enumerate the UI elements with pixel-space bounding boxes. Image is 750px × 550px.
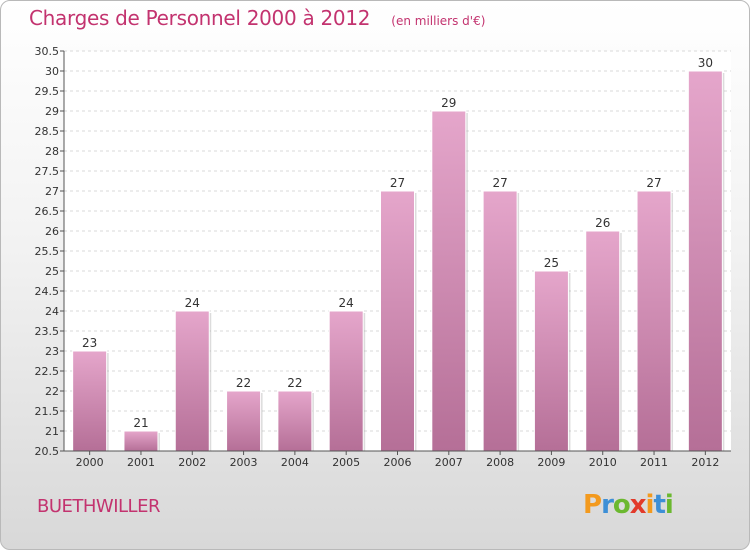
bar <box>226 390 262 452</box>
x-tick-label: 2003 <box>230 456 258 469</box>
data-label: 22 <box>287 376 302 390</box>
x-tick-label: 2007 <box>435 456 463 469</box>
data-label: 25 <box>544 256 559 270</box>
y-tick-label: 27 <box>45 185 59 198</box>
x-tick-label: 2011 <box>640 456 668 469</box>
y-axis: 20.5 21 21.5 22 22.5 23 23.5 24 24.5 25 25.5 26 26.5… <box>35 45 65 458</box>
data-label: 24 <box>185 296 200 310</box>
y-tick-label: 24.5 <box>35 285 60 298</box>
x-tick-label: 2005 <box>332 456 360 469</box>
y-tick-label: 29 <box>45 105 59 118</box>
x-tick-label: 2001 <box>127 456 155 469</box>
data-label: 27 <box>646 176 661 190</box>
logo-letter: r <box>601 490 614 520</box>
data-labels: 23 21 24 22 22 24 27 29 27 25 26 27 30 <box>82 56 713 430</box>
y-tick-label: 22.5 <box>35 365 60 378</box>
x-tick-label: 2012 <box>691 456 719 469</box>
logo-letter: x <box>629 490 647 520</box>
y-tick-label: 24 <box>45 305 59 318</box>
y-tick-label: 22 <box>45 385 59 398</box>
y-tick-label: 25 <box>45 265 59 278</box>
y-tick-label: 21 <box>45 425 59 438</box>
chart-subtitle: (en milliers d'€) <box>391 14 486 28</box>
logo-letter: i <box>645 490 655 520</box>
data-label: 24 <box>339 296 354 310</box>
data-label: 22 <box>236 376 251 390</box>
proxiti-logo: Proxiti <box>583 490 674 520</box>
x-axis: 2000 2001 2002 2003 2004 2005 2006 2007 2008 2009… <box>64 450 731 469</box>
logo-letter: i <box>664 490 674 520</box>
data-label: 27 <box>390 176 405 190</box>
y-tick-label: 21.5 <box>35 405 60 418</box>
bar <box>431 110 467 452</box>
logo-letter: t <box>653 490 665 520</box>
y-tick-label: 27.5 <box>35 165 60 178</box>
y-tick-label: 29.5 <box>35 85 60 98</box>
data-label: 26 <box>595 216 610 230</box>
chart-title: Charges de Personnel 2000 à 2012 <box>29 6 371 30</box>
y-tick-label: 26 <box>45 225 59 238</box>
x-tick-label: 2002 <box>178 456 206 469</box>
y-tick-label: 23 <box>45 345 59 358</box>
bar <box>123 430 159 452</box>
x-tick-label: 2000 <box>76 456 104 469</box>
x-tick-label: 2006 <box>384 456 412 469</box>
data-label: 30 <box>698 56 713 70</box>
data-label: 29 <box>441 96 456 110</box>
title-bar: Charges de Personnel 2000 à 2012 (en mil… <box>29 6 485 30</box>
y-tick-label: 30 <box>45 65 59 78</box>
logo-letter: P <box>583 490 602 520</box>
data-label: 21 <box>133 416 148 430</box>
bar <box>636 190 672 452</box>
bar <box>277 390 313 452</box>
commune-name: BUETHWILLER <box>37 496 160 517</box>
y-tick-label: 30.5 <box>35 45 60 58</box>
bars-group <box>72 70 725 452</box>
logo-letter: o <box>612 490 631 520</box>
x-tick-label: 2009 <box>537 456 565 469</box>
y-tick-label: 26.5 <box>35 205 60 218</box>
bar <box>482 190 518 452</box>
bar <box>380 190 415 452</box>
data-label: 23 <box>82 336 97 350</box>
x-tick-label: 2004 <box>281 456 309 469</box>
y-tick-label: 23.5 <box>35 325 60 338</box>
bar <box>533 270 569 452</box>
x-tick-label: 2010 <box>589 456 617 469</box>
bar <box>174 310 210 452</box>
x-tick-label: 2008 <box>486 456 514 469</box>
bar <box>328 310 364 452</box>
bar <box>72 350 108 452</box>
y-tick-label: 28.5 <box>35 125 60 138</box>
y-tick-label: 25.5 <box>35 245 60 258</box>
bar <box>687 70 723 452</box>
data-label: 27 <box>492 176 507 190</box>
bar <box>585 230 621 452</box>
y-tick-label: 20.5 <box>35 445 60 458</box>
y-tick-label: 28 <box>45 145 59 158</box>
